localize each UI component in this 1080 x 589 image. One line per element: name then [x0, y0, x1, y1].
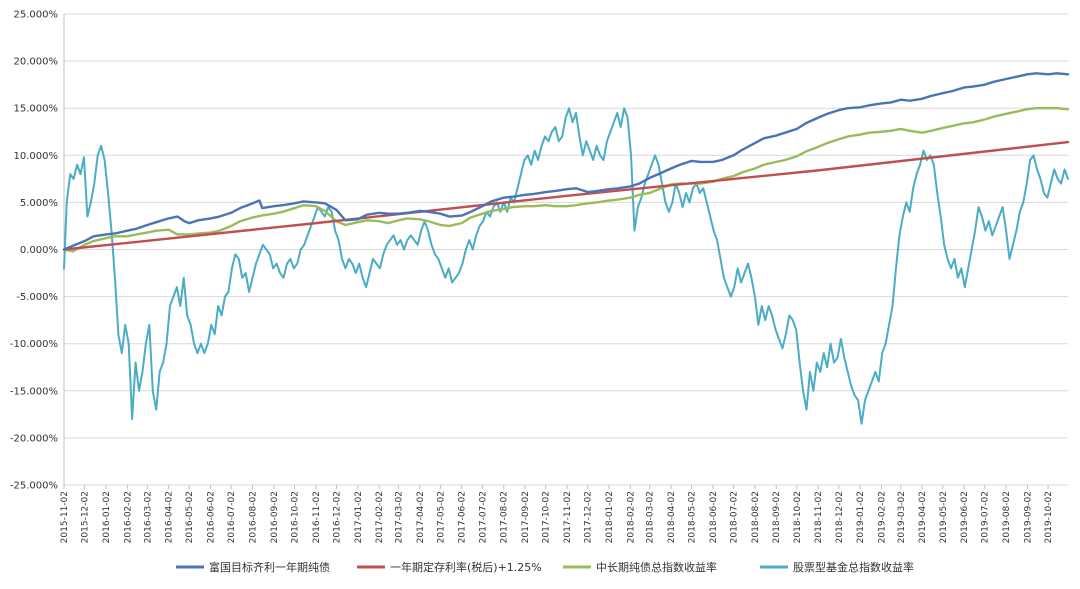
x-tick-label: 2018-07-02	[730, 491, 740, 543]
x-tick-label: 2017-09-02	[521, 491, 531, 543]
x-tick-label: 2018-08-02	[751, 491, 761, 543]
x-tick-label: 2019-09-02	[1023, 491, 1033, 543]
x-tick-label: 2017-12-02	[584, 491, 594, 543]
x-tick-label: 2017-01-02	[354, 491, 364, 543]
x-tick-label: 2017-07-02	[478, 491, 488, 543]
x-tick-label: 2019-05-02	[939, 491, 949, 543]
x-tick-label: 2018-10-02	[793, 491, 803, 543]
x-tick-label: 2019-04-02	[918, 491, 928, 543]
legend-label-1: 一年期定存利率(税后)+1.25%	[390, 560, 542, 574]
y-tick-label: 20.000%	[14, 57, 59, 68]
x-tick-label: 2019-06-02	[960, 491, 970, 543]
x-tick-label: 2015-12-02	[81, 491, 91, 543]
y-tick-label: 15.000%	[14, 104, 59, 115]
x-tick-label: 2019-03-02	[897, 491, 907, 543]
x-tick-label: 2018-11-02	[814, 491, 824, 543]
series-line-3	[63, 107, 1069, 425]
x-tick-label: 2017-03-02	[394, 491, 404, 543]
x-tick-label: 2019-01-02	[856, 491, 866, 543]
x-tick-label: 2017-11-02	[563, 491, 573, 543]
x-tick-label: 2017-08-02	[500, 491, 510, 543]
legend-label-0: 富国目标齐利一年期纯债	[209, 560, 330, 574]
x-tick-label: 2017-10-02	[542, 491, 552, 543]
series-line-1	[62, 140, 1070, 251]
y-tick-label: 10.000%	[14, 151, 59, 162]
x-tick-label: 2016-02-02	[123, 491, 133, 543]
legend-label-2: 中长期纯债总指数收益率	[596, 560, 717, 574]
x-tick-label: 2019-08-02	[1002, 491, 1012, 543]
x-tick-label: 2017-06-02	[458, 491, 468, 543]
x-tick-label: 2019-07-02	[981, 491, 991, 543]
x-tick-label: 2016-03-02	[143, 491, 153, 543]
series-line-2	[62, 107, 1070, 253]
x-tick-label: 2018-06-02	[709, 491, 719, 543]
y-tick-label: -5.000%	[16, 292, 58, 303]
x-tick-label: 2018-04-02	[667, 491, 677, 543]
x-tick-label: 2017-04-02	[416, 491, 426, 543]
legend-label-3: 股票型基金总指数收益率	[793, 560, 914, 574]
series-line-0	[62, 72, 1070, 251]
x-tick-label: 2019-02-02	[878, 491, 888, 543]
x-tick-label: 2018-09-02	[772, 491, 782, 543]
x-tick-label: 2018-12-02	[835, 491, 845, 543]
x-tick-label: 2018-03-02	[646, 491, 656, 543]
y-tick-label: -20.000%	[10, 433, 58, 444]
x-tick-label: 2016-12-02	[333, 491, 343, 543]
legend: 富国目标齐利一年期纯债 一年期定存利率(税后)+1.25% 中长期纯债总指数收益率 股…	[176, 560, 914, 574]
y-tick-label: 5.000%	[20, 198, 58, 209]
x-tick-label: 2018-01-02	[605, 491, 615, 543]
series-lines	[62, 72, 1070, 425]
x-axis: 2015-11-02 2015-12-02 2016-01-02 2016-02-02…	[60, 485, 1054, 543]
x-tick-label: 2016-10-02	[291, 491, 301, 543]
y-tick-label: 0.000%	[20, 245, 58, 256]
x-tick-label: 2019-10-02	[1044, 491, 1054, 543]
x-tick-label: 2017-02-02	[375, 491, 385, 543]
x-tick-label: 2018-05-02	[688, 491, 698, 543]
x-tick-label: 2016-05-02	[185, 491, 195, 543]
x-tick-label: 2016-06-02	[207, 491, 217, 543]
x-tick-label: 2015-11-02	[60, 491, 70, 543]
x-tick-label: 2016-09-02	[270, 491, 280, 543]
y-tick-label: -25.000%	[10, 481, 58, 492]
y-tick-label: -15.000%	[10, 386, 58, 397]
x-tick-label: 2016-04-02	[165, 491, 175, 543]
y-tick-label: -10.000%	[10, 339, 58, 350]
x-tick-label: 2016-01-02	[102, 491, 112, 543]
x-tick-label: 2016-08-02	[249, 491, 259, 543]
x-tick-label: 2016-11-02	[312, 491, 322, 543]
y-tick-label: 25.000%	[14, 10, 59, 21]
x-tick-label: 2018-02-02	[626, 491, 636, 543]
x-tick-label: 2017-05-02	[436, 491, 446, 543]
x-tick-label: 2016-07-02	[227, 491, 237, 543]
